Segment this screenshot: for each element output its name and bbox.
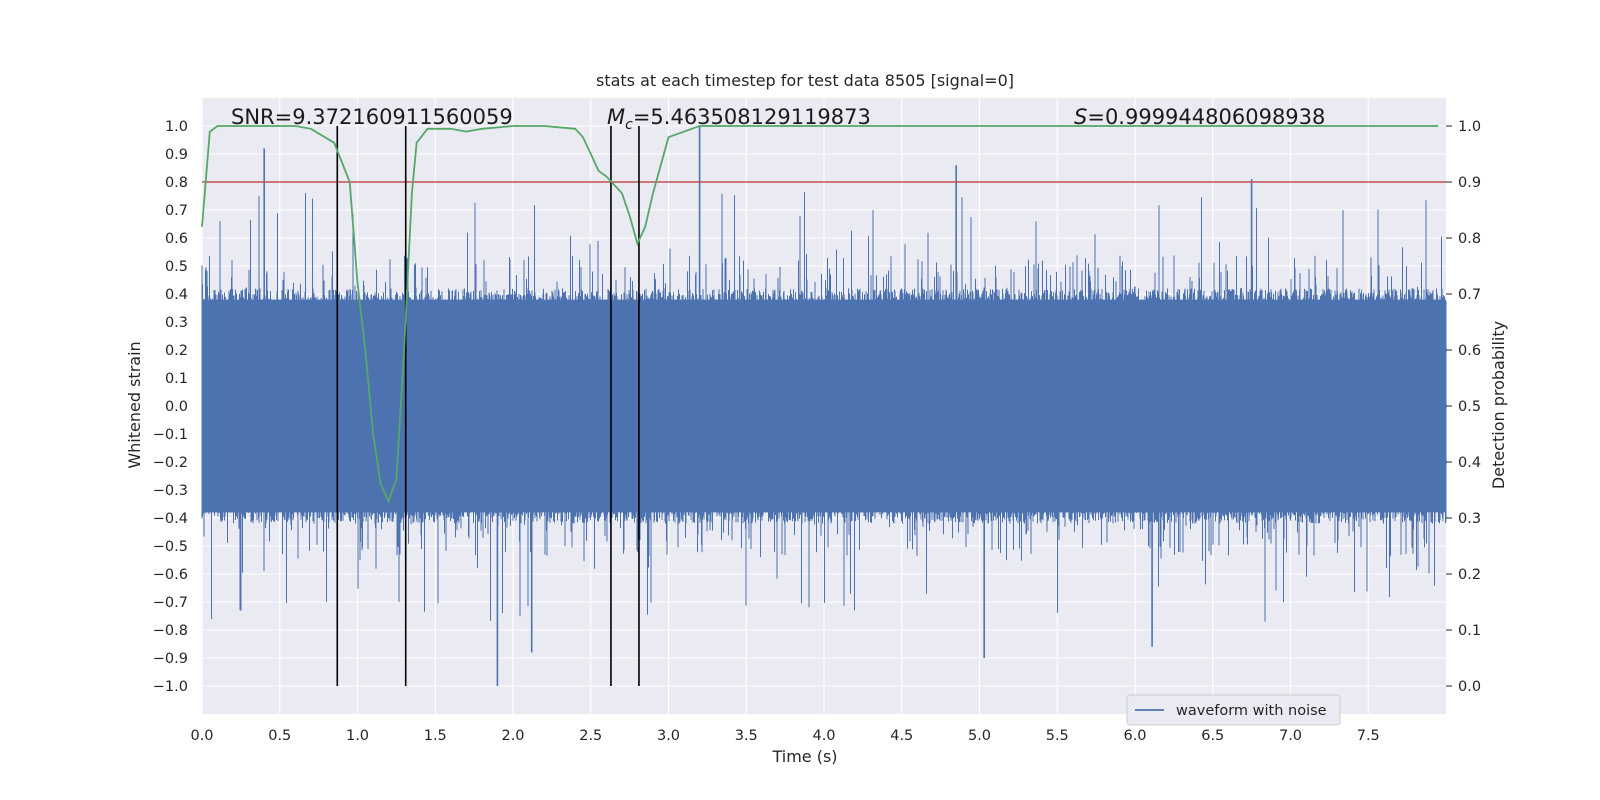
y2-tick-label: 0.7 bbox=[1458, 287, 1481, 303]
legend-label: waveform with noise bbox=[1176, 703, 1327, 719]
y2-tick-label: 0.2 bbox=[1458, 567, 1481, 583]
s-symbol: S bbox=[1074, 105, 1087, 129]
snr-annotation: SNR=9.372160911560059 bbox=[231, 105, 513, 129]
y-tick-label: −1.0 bbox=[153, 679, 188, 695]
y2-tick-label: 0.3 bbox=[1458, 511, 1481, 527]
x-tick-label: 7.0 bbox=[1279, 728, 1302, 744]
x-tick-label: 4.5 bbox=[890, 728, 913, 744]
y-tick-label: −0.9 bbox=[153, 651, 188, 667]
s-value: =0.999944806098938 bbox=[1087, 105, 1325, 129]
y-tick-label: 0.7 bbox=[165, 203, 188, 219]
x-tick-label: 4.0 bbox=[812, 728, 835, 744]
y-tick-label: −0.3 bbox=[153, 483, 188, 499]
y2-tick-label: 0.5 bbox=[1458, 399, 1481, 415]
x-tick-label: 3.5 bbox=[735, 728, 758, 744]
s-annotation: S=0.999944806098938 bbox=[1074, 105, 1325, 129]
x-tick-label: 6.5 bbox=[1201, 728, 1224, 744]
y-axis-label: Whitened strain bbox=[125, 341, 144, 468]
x-tick-label: 1.0 bbox=[346, 728, 369, 744]
x-axis-label: Time (s) bbox=[771, 747, 837, 766]
y-tick-label: −0.5 bbox=[153, 539, 188, 555]
y-tick-label: 0.8 bbox=[165, 175, 188, 191]
x-axis-ticks: 0.0 0.5 1.0 1.5 2.0 2.5 3.0 3.5 4.0 4.5 5.0 5.5 6.0 6… bbox=[190, 728, 1379, 744]
x-tick-label: 0.0 bbox=[190, 728, 213, 744]
y-tick-label: −0.8 bbox=[153, 623, 188, 639]
chirp-mass-value: =5.463508129119873 bbox=[633, 105, 871, 129]
y-axis-ticks: 1.0 0.9 0.8 0.7 0.6 0.5 0.4 0.3 0.2 0.1 0.0 −0.1 −0.… bbox=[153, 119, 188, 695]
legend-box bbox=[1126, 694, 1341, 726]
y-tick-label: 1.0 bbox=[165, 119, 188, 135]
chirp-mass-subscript: c bbox=[625, 117, 633, 133]
legend: waveform with noise bbox=[1126, 694, 1341, 726]
y2-tick-label: 1.0 bbox=[1458, 119, 1481, 135]
x-tick-label: 3.0 bbox=[657, 728, 680, 744]
y2-axis-ticks: 1.0 0.9 0.8 0.7 0.6 0.5 0.4 0.3 0.2 0.1 0.0 bbox=[1446, 119, 1481, 695]
waveform-spikes bbox=[201, 192, 1447, 622]
y-tick-label: 0.2 bbox=[165, 343, 188, 359]
y-tick-label: 0.3 bbox=[165, 315, 188, 331]
y-tick-label: −0.1 bbox=[153, 427, 188, 443]
y2-tick-label: 0.6 bbox=[1458, 343, 1481, 359]
y-tick-label: 0.4 bbox=[165, 287, 188, 303]
x-tick-label: 7.5 bbox=[1357, 728, 1380, 744]
y2-axis-label: Detection probability bbox=[1489, 321, 1508, 489]
x-tick-label: 6.0 bbox=[1123, 728, 1146, 744]
waveform-peaks bbox=[263, 126, 1253, 686]
x-tick-label: 5.0 bbox=[968, 728, 991, 744]
y-tick-label: 0.1 bbox=[165, 371, 188, 387]
y2-tick-label: 0.9 bbox=[1458, 175, 1481, 191]
vertical-markers bbox=[336, 126, 640, 686]
y2-tick-label: 0.0 bbox=[1458, 679, 1481, 695]
y2-tick-label: 0.8 bbox=[1458, 231, 1481, 247]
y-tick-label: 0.5 bbox=[165, 259, 188, 275]
y-tick-label: 0.0 bbox=[165, 399, 188, 415]
x-tick-label: 1.5 bbox=[424, 728, 447, 744]
x-tick-label: 0.5 bbox=[268, 728, 291, 744]
x-tick-label: 5.5 bbox=[1046, 728, 1069, 744]
probability-line bbox=[201, 125, 1439, 504]
y-tick-label: −0.4 bbox=[153, 511, 188, 527]
y-tick-label: −0.7 bbox=[153, 595, 188, 611]
y-tick-label: −0.2 bbox=[153, 455, 188, 471]
x-tick-label: 2.5 bbox=[579, 728, 602, 744]
chirp-mass-annotation: Mc=5.463508129119873 bbox=[607, 105, 871, 133]
chirp-mass-symbol: M bbox=[607, 105, 625, 129]
y-tick-label: 0.6 bbox=[165, 231, 188, 247]
chart-title: stats at each timestep for test data 850… bbox=[596, 71, 1014, 90]
x-tick-label: 2.0 bbox=[501, 728, 524, 744]
waveform-series bbox=[201, 126, 1447, 686]
y-tick-label: −0.6 bbox=[153, 567, 188, 583]
y-tick-label: 0.9 bbox=[165, 147, 188, 163]
y2-tick-label: 0.4 bbox=[1458, 455, 1481, 471]
y2-tick-label: 0.1 bbox=[1458, 623, 1481, 639]
